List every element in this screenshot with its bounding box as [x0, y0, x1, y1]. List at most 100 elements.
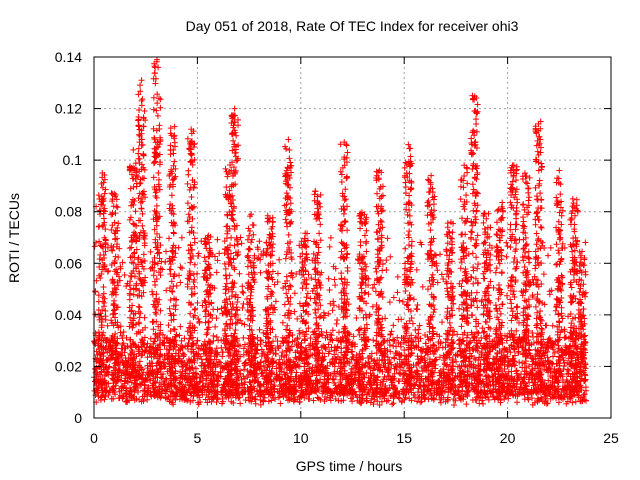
- data-point: [331, 344, 338, 351]
- data-point: [398, 316, 405, 323]
- data-point: [101, 299, 108, 306]
- data-point: [218, 400, 225, 407]
- data-point: [332, 396, 339, 403]
- data-point: [390, 322, 397, 329]
- data-point: [137, 310, 144, 317]
- data-point: [383, 266, 390, 273]
- data-point: [157, 272, 164, 279]
- data-point: [279, 319, 286, 326]
- data-point: [91, 243, 98, 250]
- data-point: [456, 305, 463, 312]
- data-point: [232, 327, 239, 334]
- data-point: [150, 94, 157, 101]
- data-point: [333, 320, 340, 327]
- data-point: [178, 234, 185, 241]
- data-point: [275, 394, 282, 401]
- data-point: [397, 370, 404, 377]
- data-point: [223, 184, 230, 191]
- data-point: [581, 391, 588, 398]
- data-point: [329, 327, 336, 334]
- data-point: [396, 369, 403, 376]
- data-point: [450, 401, 457, 408]
- data-point: [241, 321, 248, 328]
- data-point: [234, 252, 241, 259]
- data-point: [179, 265, 186, 272]
- data-point: [236, 270, 243, 277]
- data-point: [390, 400, 397, 407]
- data-point: [223, 280, 230, 287]
- data-point: [135, 122, 142, 129]
- data-point: [412, 334, 419, 341]
- data-point: [151, 69, 158, 76]
- data-point: [176, 272, 183, 279]
- data-point: [136, 180, 143, 187]
- data-point: [254, 255, 261, 262]
- data-point: [503, 239, 510, 246]
- data-point: [545, 377, 552, 384]
- data-point: [176, 332, 183, 339]
- data-point: [329, 375, 336, 382]
- data-point: [171, 158, 178, 165]
- data-point: [204, 330, 211, 337]
- data-point: [191, 306, 198, 313]
- data-point: [543, 322, 550, 329]
- data-point: [234, 241, 241, 248]
- data-point: [296, 398, 303, 405]
- data-point: [136, 358, 143, 365]
- data-point: [327, 234, 334, 241]
- data-point: [152, 309, 159, 316]
- data-point: [170, 229, 177, 236]
- data-point: [114, 224, 121, 231]
- data-point: [136, 314, 143, 321]
- data-point: [278, 352, 285, 359]
- data-point: [207, 271, 214, 278]
- data-point: [102, 313, 109, 320]
- data-point: [95, 298, 102, 305]
- data-point: [190, 397, 197, 404]
- data-point: [213, 334, 220, 341]
- data-point: [390, 342, 397, 349]
- data-point: [529, 401, 536, 408]
- data-point: [540, 271, 547, 278]
- data-point: [514, 399, 521, 406]
- data-point: [525, 248, 532, 255]
- data-point: [389, 401, 396, 408]
- data-point: [150, 174, 157, 181]
- data-point: [177, 323, 184, 330]
- data-point: [257, 269, 264, 276]
- data-point: [353, 314, 360, 321]
- data-point: [128, 244, 135, 251]
- data-point: [114, 204, 121, 211]
- data-point: [188, 193, 195, 200]
- data-point: [582, 384, 589, 391]
- data-point: [149, 291, 156, 298]
- data-point: [332, 282, 339, 289]
- data-point: [100, 284, 107, 291]
- data-point: [194, 299, 201, 306]
- data-point: [396, 356, 403, 363]
- data-point: [521, 396, 528, 403]
- data-point: [239, 283, 246, 290]
- data-point: [135, 150, 142, 157]
- data-point: [132, 208, 139, 215]
- data-point: [126, 245, 133, 252]
- data-point: [387, 253, 394, 260]
- data-point: [544, 348, 551, 355]
- data-point: [167, 125, 174, 132]
- data-point: [376, 402, 383, 409]
- data-point: [127, 314, 134, 321]
- data-point: [151, 134, 158, 141]
- data-point: [369, 285, 376, 292]
- data-point: [95, 329, 102, 336]
- data-point: [545, 252, 552, 259]
- data-point: [95, 192, 102, 199]
- data-point: [120, 384, 127, 391]
- data-point: [338, 398, 345, 405]
- data-point: [561, 334, 568, 341]
- data-point: [147, 248, 154, 255]
- data-point: [100, 215, 107, 222]
- data-point: [582, 239, 589, 246]
- data-point: [157, 96, 164, 103]
- data-point: [271, 281, 278, 288]
